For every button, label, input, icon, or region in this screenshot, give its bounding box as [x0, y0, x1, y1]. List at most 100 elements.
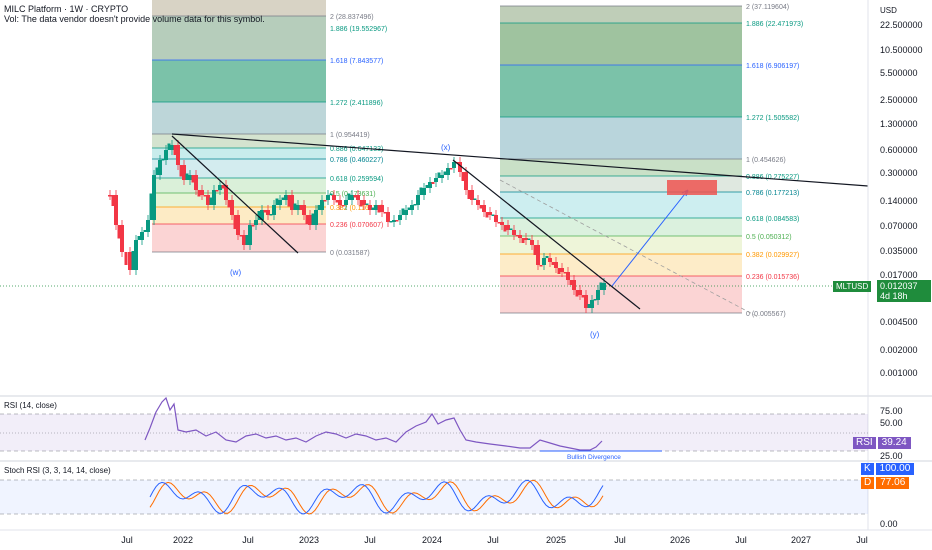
candle-body [108, 195, 112, 197]
candle-body [158, 160, 162, 175]
candle-body [197, 190, 201, 197]
candle-body [323, 200, 327, 202]
candle-body [425, 185, 429, 188]
rsi-label[interactable]: RSI (14, close) [4, 401, 57, 410]
candle-body [233, 215, 237, 229]
time-tick: 2027 [791, 535, 811, 545]
fib-label: 0.5 (0.173631) [330, 191, 376, 198]
candle-body [350, 195, 354, 200]
wave-label-y: (y) [590, 330, 600, 339]
time-tick: Jul [614, 535, 626, 545]
time-tick: 2023 [299, 535, 319, 545]
candle-body [587, 304, 591, 308]
price-tick: 0.140000 [880, 196, 918, 206]
candle-body [257, 211, 261, 220]
candle-body [272, 205, 276, 215]
candle-body [230, 200, 234, 215]
candle-body [467, 190, 471, 199]
price-tick: 0.001000 [880, 368, 918, 378]
candle-body [596, 290, 600, 300]
fib-label: 2 (28.837496) [330, 14, 374, 21]
candle-body [152, 175, 156, 220]
time-tick: Jul [487, 535, 499, 545]
candle-body [491, 214, 495, 216]
stoch-label[interactable]: Stoch RSI (3, 3, 14, 14, close) [4, 466, 111, 475]
stoch-k-badge: K 100.00 [861, 463, 915, 475]
trendline-right [452, 159, 641, 310]
candle-body [263, 210, 267, 213]
symbol-tag-label: MLTUSD [836, 282, 869, 291]
candle-body [155, 167, 159, 175]
candle-body [332, 195, 336, 200]
trendlines[interactable] [171, 133, 869, 319]
candle-body [551, 262, 555, 265]
price-tick: 0.017000 [880, 270, 918, 280]
candle-body [416, 195, 420, 205]
price-tick: 0.004500 [880, 317, 918, 327]
candle-body [563, 272, 567, 274]
price-tick: 0.600000 [880, 145, 918, 155]
candle-body [314, 210, 318, 225]
volume-note: Vol: The data vendor doesn't provide vol… [4, 14, 265, 24]
candle-body [341, 205, 345, 207]
candle-body [335, 200, 339, 203]
candle-body [131, 251, 135, 270]
candle-body [305, 215, 309, 224]
time-axis[interactable]: Jul 2022 Jul 2023 Jul 2024 Jul 2025 Jul 2026 Jul 20… [121, 535, 868, 545]
candle-body [317, 205, 321, 210]
fib-label: 0.886 (0.275227) [746, 174, 799, 181]
candle-body [506, 225, 510, 230]
candle-body [461, 172, 465, 181]
candle-body [191, 175, 195, 183]
candle-body [164, 150, 168, 160]
fib-right-labels: 2 (37.119604) 1.886 (22.471973) 1.618 (6… [746, 4, 803, 318]
candle-body [362, 200, 366, 205]
time-tick: Jul [121, 535, 133, 545]
candle-body [128, 252, 132, 270]
candle-body [395, 220, 399, 222]
price-axis[interactable]: 22.500000 10.500000 5.500000 2.500000 1.3000… [880, 20, 923, 378]
symbol-title[interactable]: MILC Platform · 1W · CRYPTO [4, 4, 129, 14]
candle-body [380, 205, 384, 212]
candle-body [503, 225, 507, 232]
fib-label: 0.5 (0.050312) [746, 234, 792, 241]
fib-label: 0.886 (0.647133) [330, 146, 383, 153]
candle-body [137, 236, 141, 240]
candle-body [569, 280, 573, 285]
candle-body [542, 258, 546, 265]
fib-label: 0 (0.031587) [330, 250, 370, 257]
candle-body [260, 210, 264, 220]
candle-body [338, 200, 342, 205]
candle-body [111, 195, 115, 206]
candle-body [548, 258, 552, 262]
candle-body [227, 200, 231, 208]
candle-body [443, 171, 447, 175]
candle-body [383, 212, 387, 214]
fib-label: 1 (0.954419) [330, 132, 370, 139]
candle-body [167, 143, 171, 150]
stoch-d-key: D [861, 477, 875, 489]
last-price: 0.012037 [880, 281, 918, 291]
candle-body [401, 208, 405, 215]
candle-body [146, 220, 150, 232]
stoch-k-line [149, 479, 604, 515]
price-tick: 0.002000 [880, 345, 918, 355]
time-tick: 2024 [422, 535, 442, 545]
candle-body [344, 200, 348, 205]
candle-body [281, 197, 285, 200]
stoch-d-line [149, 479, 604, 515]
bar-countdown: 4d 18h [880, 291, 908, 301]
price-tick: 0.070000 [880, 221, 918, 231]
candle-body [524, 238, 528, 240]
candle-body [428, 182, 432, 188]
candle-body [422, 188, 426, 195]
candle-body [308, 215, 312, 225]
candle-body [194, 175, 198, 190]
candle-body [449, 168, 453, 170]
candle-body [485, 212, 489, 218]
candle-body [359, 200, 363, 207]
trendline-long [171, 133, 869, 187]
candle-body [173, 145, 177, 155]
candle-body [284, 195, 288, 200]
